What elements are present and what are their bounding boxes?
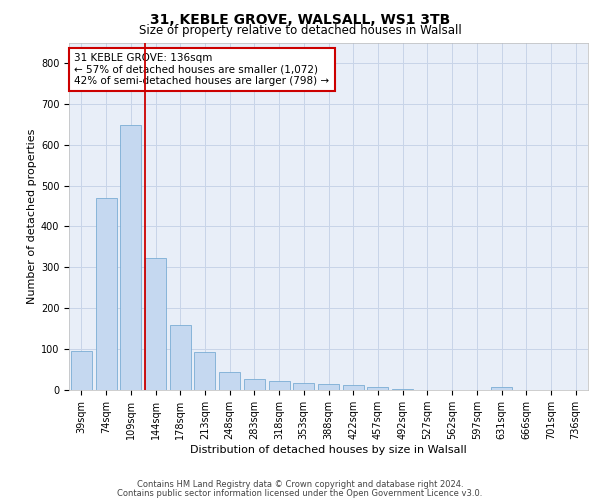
Bar <box>244 378 265 390</box>
Text: 31, KEBLE GROVE, WALSALL, WS1 3TB: 31, KEBLE GROVE, WALSALL, WS1 3TB <box>150 12 450 26</box>
Bar <box>367 386 388 390</box>
Bar <box>392 389 413 390</box>
Bar <box>194 352 215 390</box>
Y-axis label: Number of detached properties: Number of detached properties <box>26 128 37 304</box>
Bar <box>293 384 314 390</box>
Bar <box>170 326 191 390</box>
Text: 31 KEBLE GROVE: 136sqm
← 57% of detached houses are smaller (1,072)
42% of semi-: 31 KEBLE GROVE: 136sqm ← 57% of detached… <box>74 53 329 86</box>
Text: Contains HM Land Registry data © Crown copyright and database right 2024.: Contains HM Land Registry data © Crown c… <box>137 480 463 489</box>
Bar <box>120 125 141 390</box>
Text: Size of property relative to detached houses in Walsall: Size of property relative to detached ho… <box>139 24 461 37</box>
Text: Contains public sector information licensed under the Open Government Licence v3: Contains public sector information licen… <box>118 488 482 498</box>
Bar <box>219 372 240 390</box>
Bar <box>145 258 166 390</box>
Bar <box>71 351 92 390</box>
X-axis label: Distribution of detached houses by size in Walsall: Distribution of detached houses by size … <box>190 445 467 455</box>
Bar <box>343 384 364 390</box>
Bar <box>491 386 512 390</box>
Bar <box>318 384 339 390</box>
Bar <box>269 381 290 390</box>
Bar <box>95 198 116 390</box>
